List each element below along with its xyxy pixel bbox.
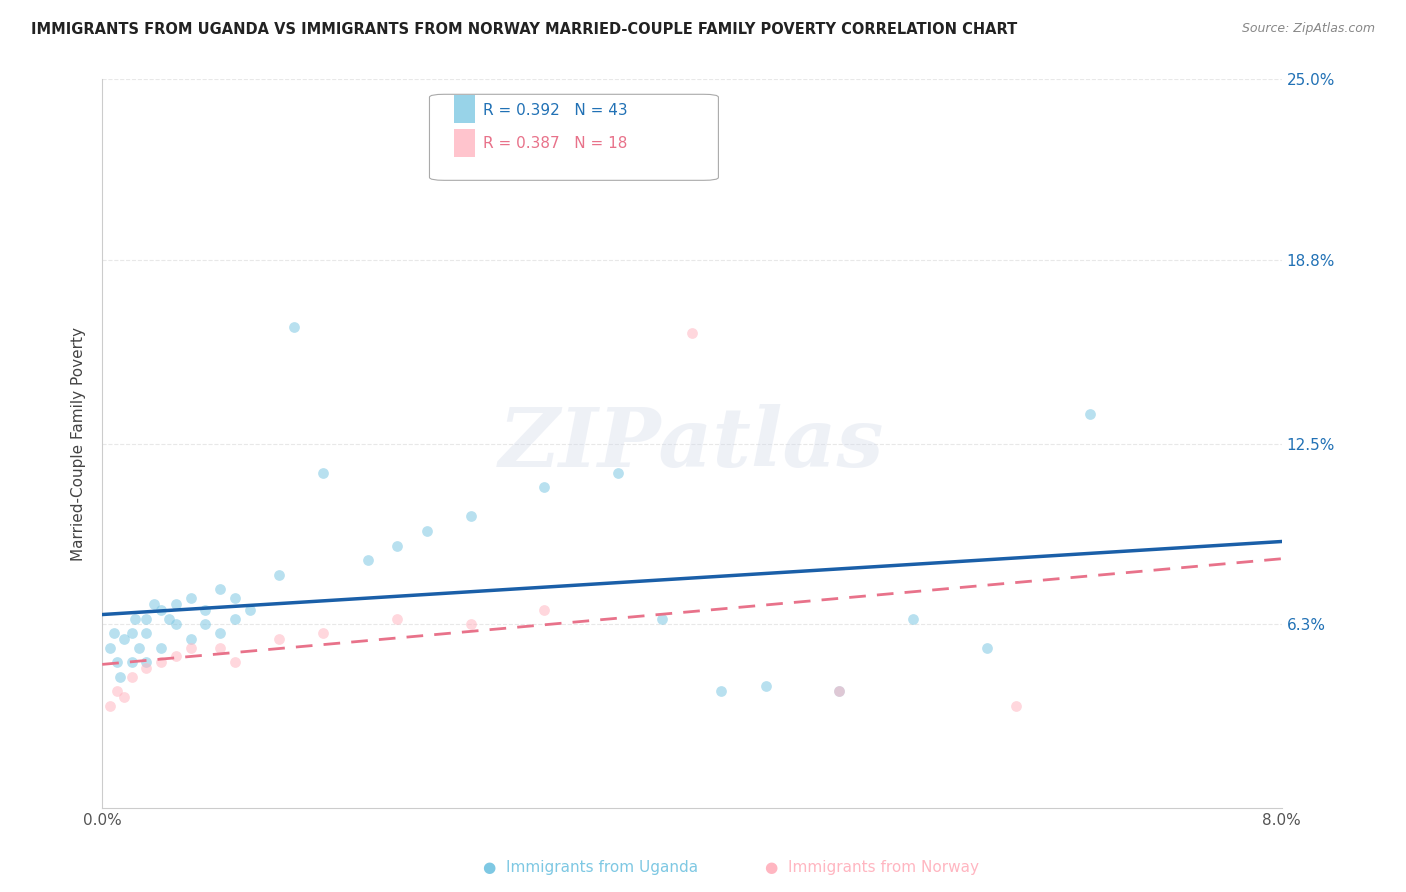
Y-axis label: Married-Couple Family Poverty: Married-Couple Family Poverty: [72, 326, 86, 560]
Point: [121, 670, 143, 684]
Point: [128, 640, 150, 655]
Point: [828, 684, 851, 698]
Point: [105, 684, 128, 698]
Point: [135, 661, 157, 675]
Point: [224, 611, 246, 625]
Point: [901, 611, 924, 625]
Point: [828, 684, 851, 698]
Point: [98, 640, 121, 655]
Point: [651, 611, 673, 625]
Point: [1078, 408, 1101, 422]
Point: [165, 617, 187, 632]
Point: [209, 640, 232, 655]
Point: [415, 524, 437, 538]
Point: [755, 679, 778, 693]
Point: [533, 480, 555, 494]
Point: [150, 655, 173, 669]
Point: [224, 591, 246, 606]
Point: [269, 632, 291, 646]
Point: [135, 626, 157, 640]
Bar: [454, 95, 475, 123]
Text: R = 0.392   N = 43: R = 0.392 N = 43: [484, 103, 627, 118]
Point: [710, 684, 733, 698]
Point: [312, 466, 335, 480]
Point: [194, 617, 217, 632]
Text: ●  Immigrants from Norway: ● Immigrants from Norway: [765, 860, 979, 874]
Text: ZIPatlas: ZIPatlas: [499, 403, 884, 483]
Point: [142, 597, 165, 611]
Point: [121, 655, 143, 669]
Point: [460, 509, 482, 524]
Point: [165, 649, 187, 664]
Point: [209, 626, 232, 640]
Point: [124, 611, 146, 625]
Point: [112, 632, 135, 646]
Point: [112, 690, 135, 705]
Text: R = 0.387   N = 18: R = 0.387 N = 18: [484, 136, 627, 152]
Point: [385, 539, 408, 553]
Text: IMMIGRANTS FROM UGANDA VS IMMIGRANTS FROM NORWAY MARRIED-COUPLE FAMILY POVERTY C: IMMIGRANTS FROM UGANDA VS IMMIGRANTS FRO…: [31, 22, 1017, 37]
Text: ●  Immigrants from Uganda: ● Immigrants from Uganda: [482, 860, 699, 874]
Point: [121, 626, 143, 640]
Point: [269, 567, 291, 582]
Point: [108, 670, 131, 684]
Point: [356, 553, 378, 567]
Point: [150, 603, 173, 617]
Bar: [454, 129, 475, 157]
Point: [1005, 698, 1028, 713]
Point: [681, 326, 703, 340]
Point: [135, 655, 157, 669]
Text: Source: ZipAtlas.com: Source: ZipAtlas.com: [1241, 22, 1375, 36]
Point: [239, 603, 262, 617]
Point: [460, 617, 482, 632]
Point: [98, 698, 121, 713]
Point: [105, 655, 128, 669]
Point: [103, 626, 125, 640]
Point: [976, 640, 998, 655]
Point: [150, 640, 173, 655]
Point: [180, 632, 202, 646]
Point: [224, 655, 246, 669]
Point: [157, 611, 180, 625]
FancyBboxPatch shape: [429, 95, 718, 180]
Point: [165, 597, 187, 611]
Point: [385, 611, 408, 625]
Point: [533, 603, 555, 617]
Point: [180, 591, 202, 606]
Point: [312, 626, 335, 640]
Point: [209, 582, 232, 597]
Point: [607, 466, 630, 480]
Point: [283, 319, 305, 334]
Point: [180, 640, 202, 655]
Point: [135, 611, 157, 625]
Point: [194, 603, 217, 617]
